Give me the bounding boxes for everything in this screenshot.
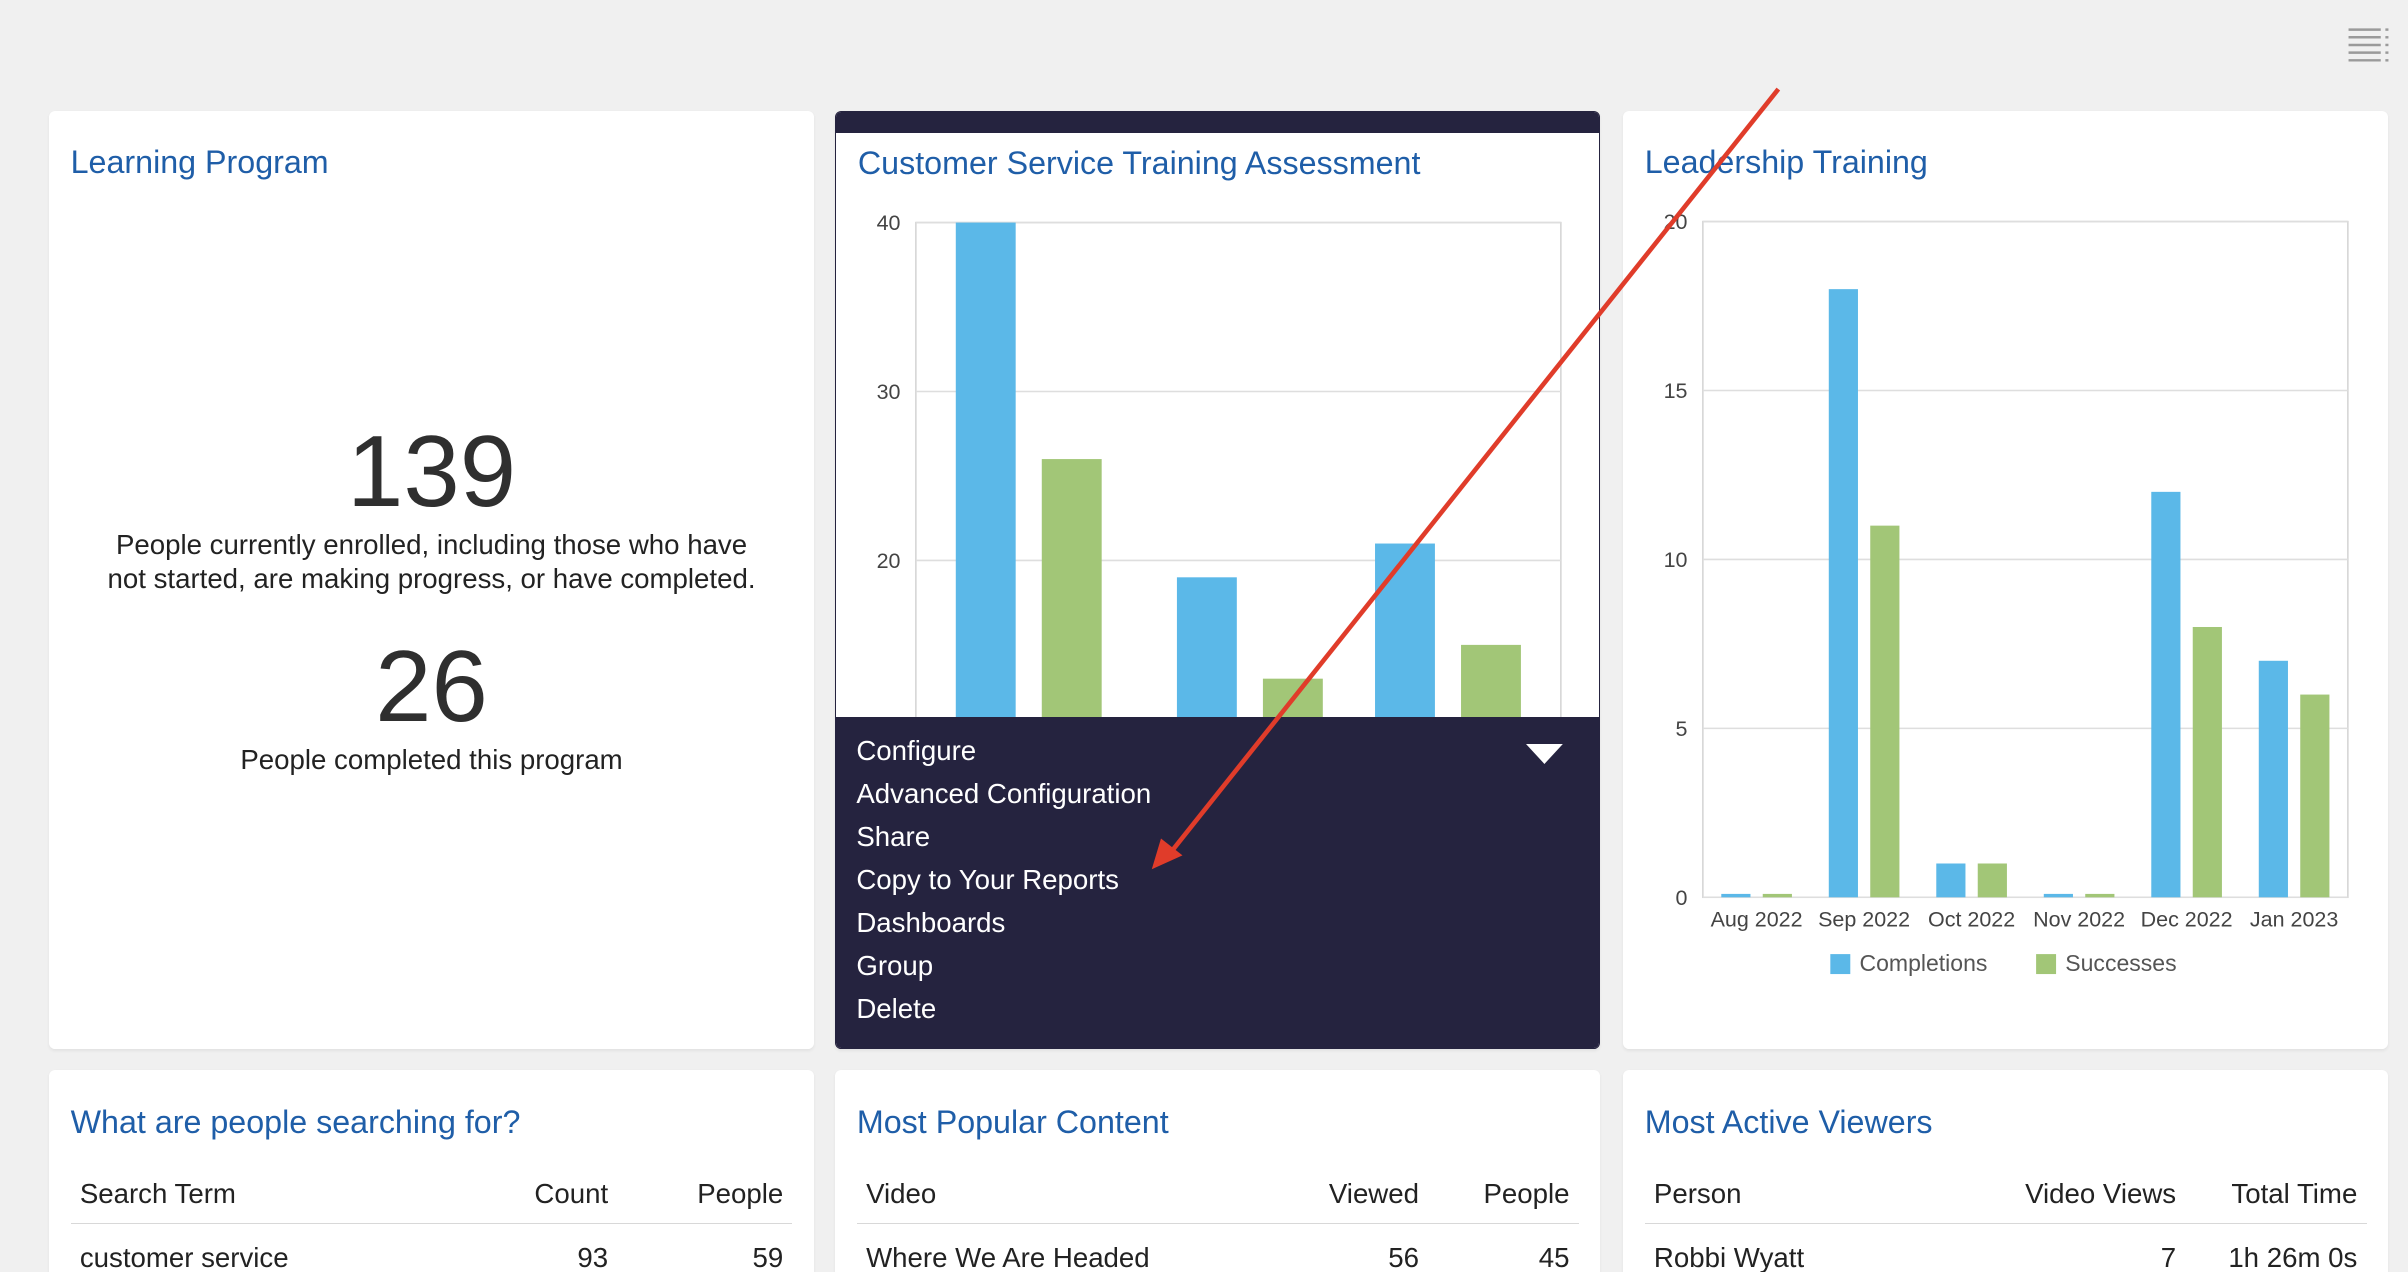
- card-title[interactable]: What are people searching for?: [70, 1104, 521, 1141]
- x-tick-label: Nov 2022: [2033, 907, 2125, 931]
- bar: [2259, 660, 2289, 897]
- table-header: Video Viewed People: [856, 1169, 1579, 1224]
- table-header: Search Term Count People: [70, 1169, 793, 1224]
- bar: [1977, 863, 2008, 897]
- bar: [2151, 491, 2181, 897]
- card-title[interactable]: Most Active Viewers: [1644, 1104, 1933, 1141]
- column-header[interactable]: Total Time: [2231, 1177, 2358, 1209]
- learning-program-card: Learning Program 139 People currently en…: [49, 110, 814, 1049]
- bar: [1762, 893, 1793, 897]
- table-cell: 45: [1538, 1242, 1570, 1272]
- popular-content-card: Most Popular Content Video Viewed People…: [835, 1070, 1601, 1272]
- table-cell: 59: [752, 1242, 784, 1272]
- legend-swatch: [2036, 953, 2057, 974]
- active-viewers-card: Most Active Viewers Person Video Views T…: [1623, 1070, 2388, 1272]
- cst-bar-chart: 40 30 20: [877, 211, 1563, 717]
- y-tick-label: 30: [877, 380, 901, 404]
- table-cell: Where We Are Headed: [866, 1242, 1150, 1272]
- menu-item-copy-to-your-reports[interactable]: Copy to Your Reports: [856, 864, 1119, 896]
- bar: [1263, 678, 1324, 717]
- y-tick-label: 5: [1676, 717, 1688, 741]
- menu-item-configure[interactable]: Configure: [856, 735, 977, 767]
- x-tick-label: Jan 2023: [2250, 907, 2338, 931]
- table-header: Person Video Views Total Time: [1644, 1169, 2367, 1224]
- y-tick-label: 10: [1664, 548, 1688, 572]
- table-cell: 7: [2160, 1242, 2177, 1272]
- column-header[interactable]: Video Views: [2025, 1177, 2177, 1209]
- y-tick-label: 20: [1664, 210, 1688, 234]
- bar: [1936, 863, 1966, 897]
- x-tick-label: Sep 2022: [1818, 907, 1910, 931]
- bar: [2300, 694, 2330, 897]
- bar: [2085, 893, 2115, 897]
- bar: [2044, 893, 2074, 897]
- column-header[interactable]: Count: [534, 1177, 609, 1209]
- column-header[interactable]: Viewed: [1328, 1177, 1419, 1209]
- y-tick-label: 40: [877, 211, 901, 235]
- bar: [2192, 626, 2223, 897]
- y-tick-label: 20: [877, 549, 901, 573]
- menu-item-group[interactable]: Group: [856, 950, 934, 982]
- table-cell: 1h 26m 0s: [2228, 1242, 2358, 1272]
- bar: [1721, 893, 1751, 897]
- card-title[interactable]: Most Popular Content: [856, 1104, 1169, 1141]
- bar: [1829, 288, 1859, 897]
- menu-item-share[interactable]: Share: [856, 821, 931, 853]
- menu-item-dashboards[interactable]: Dashboards: [856, 907, 1006, 939]
- leadership-training-card: Leadership Training 0 5 10 15 20 Aug 2022 Sep …: [1623, 110, 2388, 1049]
- table-cell: Robbi Wyatt: [1653, 1242, 1805, 1272]
- column-header[interactable]: Search Term: [79, 1177, 236, 1209]
- x-tick-label: Oct 2022: [1928, 907, 2015, 931]
- y-tick-label: 0: [1676, 886, 1688, 910]
- y-tick-label: 15: [1664, 379, 1688, 403]
- completed-count: 26: [375, 629, 488, 743]
- card-context-menu: Configure Advanced Configuration Share Copy…: [836, 716, 1600, 1048]
- cst-assessment-card: Customer Service Training Assessment 40 3…: [835, 110, 1601, 1049]
- popular-table: Video Viewed People Where We Are Headed …: [856, 1169, 1579, 1272]
- table-row[interactable]: Robbi Wyatt 7 1h 26m 0s: [1645, 1224, 2367, 1272]
- menu-item-delete[interactable]: Delete: [856, 993, 937, 1025]
- bar: [1375, 543, 1436, 717]
- table-cell: customer service: [79, 1242, 289, 1272]
- bar: [1870, 525, 1900, 897]
- list-menu-icon[interactable]: [2347, 25, 2390, 65]
- enrolled-count: 139: [346, 414, 517, 528]
- table-cell: 93: [577, 1242, 609, 1272]
- bar: [956, 222, 1017, 717]
- bar: [1461, 644, 1522, 717]
- enrolled-description: People currently enrolled, including tho…: [80, 528, 783, 596]
- x-tick-label: Dec 2022: [2141, 907, 2233, 931]
- bar: [1177, 576, 1238, 717]
- column-header[interactable]: People: [697, 1177, 784, 1209]
- x-tick-label: Aug 2022: [1711, 907, 1803, 931]
- table-row[interactable]: Where We Are Headed 56 45: [857, 1224, 1579, 1272]
- leadership-bar-chart: 0 5 10 15 20 Aug 2022 Sep 2022 Oct 2022 Nov 2022…: [1664, 210, 2349, 976]
- column-header[interactable]: People: [1483, 1177, 1570, 1209]
- caret-down-icon[interactable]: [1525, 744, 1563, 765]
- enrolled-description-line-2: not started, are making progress, or hav…: [107, 563, 756, 595]
- legend-swatch: [1830, 953, 1851, 974]
- menu-item-advanced-configuration[interactable]: Advanced Configuration: [856, 778, 1152, 810]
- search-table: Search Term Count People customer servic…: [70, 1169, 793, 1272]
- bar: [1042, 458, 1103, 717]
- viewers-table: Person Video Views Total Time Robbi Wyat…: [1644, 1169, 2367, 1272]
- enrolled-description-line-1: People currently enrolled, including tho…: [115, 529, 748, 561]
- table-cell: 56: [1388, 1242, 1419, 1272]
- column-header[interactable]: Person: [1653, 1177, 1742, 1209]
- completed-description: People completed this program: [240, 744, 623, 776]
- legend-label[interactable]: Successes: [2066, 950, 2177, 976]
- column-header[interactable]: Video: [866, 1177, 937, 1209]
- searching-card: What are people searching for? Search Te…: [49, 1070, 814, 1272]
- table-row[interactable]: customer service 93 59: [71, 1224, 793, 1272]
- card-title[interactable]: Learning Program: [70, 144, 329, 181]
- legend-label[interactable]: Completions: [1860, 950, 1988, 976]
